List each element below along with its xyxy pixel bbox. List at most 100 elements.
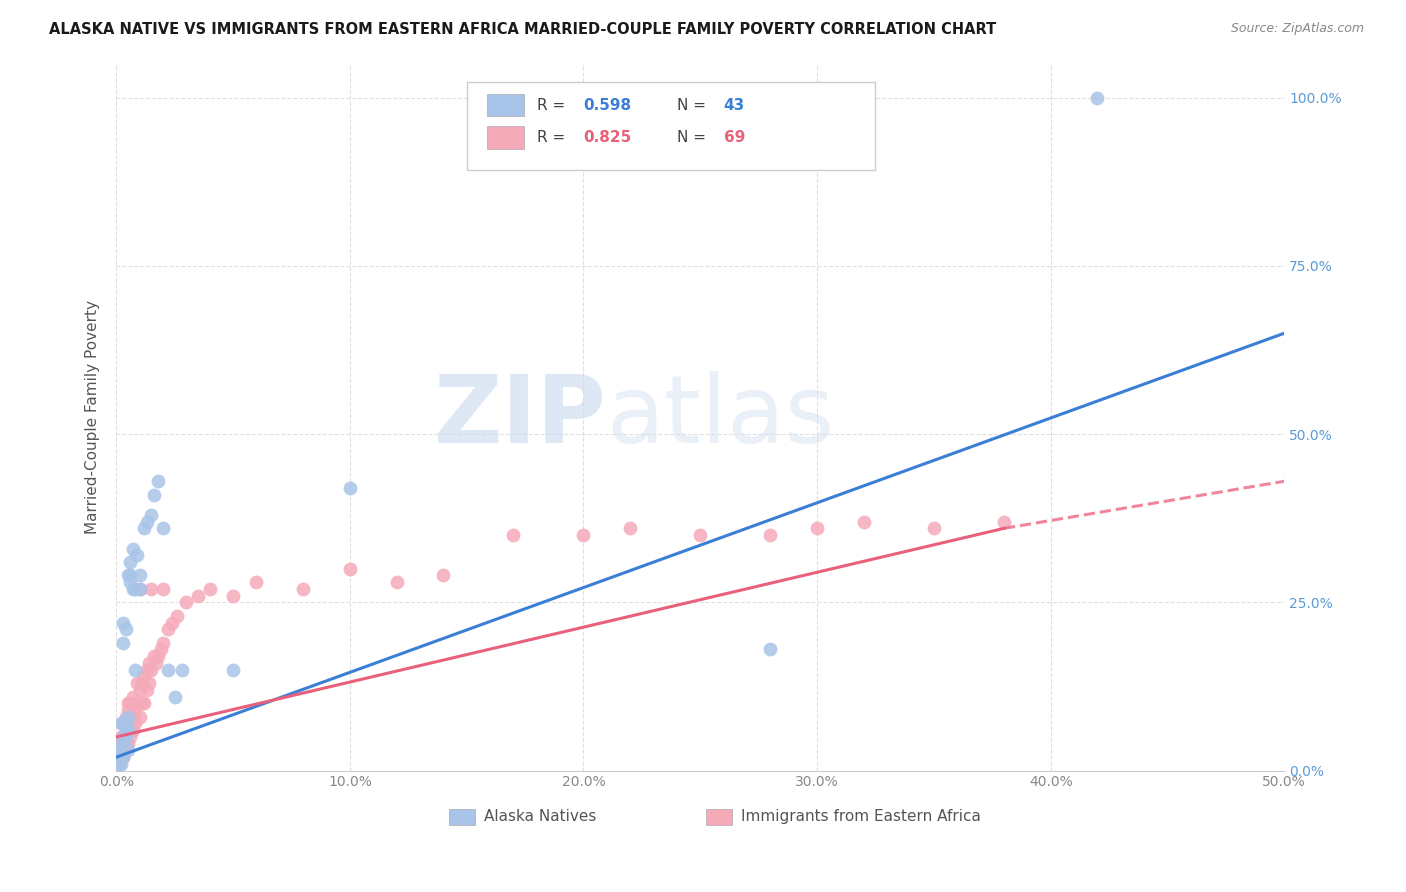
Point bbox=[156, 622, 179, 636]
Point bbox=[117, 743, 139, 757]
Point bbox=[134, 696, 156, 710]
Point bbox=[112, 716, 135, 731]
Point bbox=[166, 608, 188, 623]
FancyBboxPatch shape bbox=[467, 82, 876, 170]
Point bbox=[148, 475, 170, 489]
Text: 43: 43 bbox=[724, 97, 745, 112]
Point bbox=[121, 541, 143, 556]
Point bbox=[117, 568, 139, 582]
Text: R =: R = bbox=[537, 97, 569, 112]
Point bbox=[107, 743, 129, 757]
Point bbox=[117, 710, 139, 724]
Point bbox=[148, 649, 170, 664]
Point bbox=[114, 622, 136, 636]
Point bbox=[170, 663, 193, 677]
FancyBboxPatch shape bbox=[486, 127, 524, 149]
Text: N =: N = bbox=[676, 130, 711, 145]
Point bbox=[124, 663, 146, 677]
Point bbox=[110, 750, 132, 764]
Point bbox=[163, 690, 186, 704]
Point bbox=[187, 589, 209, 603]
Point bbox=[117, 737, 139, 751]
Point bbox=[128, 682, 150, 697]
Point bbox=[120, 730, 142, 744]
Point bbox=[114, 716, 136, 731]
Point bbox=[689, 528, 711, 542]
Point bbox=[152, 636, 174, 650]
Point bbox=[107, 756, 129, 771]
Point bbox=[432, 568, 454, 582]
Point bbox=[124, 703, 146, 717]
Point bbox=[112, 716, 135, 731]
Point bbox=[135, 515, 157, 529]
Point bbox=[127, 676, 149, 690]
Point bbox=[114, 730, 136, 744]
Point bbox=[806, 521, 828, 535]
Point bbox=[339, 562, 361, 576]
Point bbox=[110, 737, 132, 751]
Text: 0.825: 0.825 bbox=[583, 130, 631, 145]
FancyBboxPatch shape bbox=[706, 809, 733, 825]
Text: 69: 69 bbox=[724, 130, 745, 145]
Point bbox=[127, 696, 149, 710]
Point bbox=[142, 488, 165, 502]
Point bbox=[114, 737, 136, 751]
Point bbox=[162, 615, 184, 630]
Text: R =: R = bbox=[537, 130, 569, 145]
Point bbox=[114, 723, 136, 738]
Point bbox=[114, 723, 136, 738]
Point bbox=[127, 548, 149, 562]
Point bbox=[110, 756, 132, 771]
Text: N =: N = bbox=[676, 97, 711, 112]
Point bbox=[128, 568, 150, 582]
Point bbox=[619, 521, 641, 535]
Point bbox=[112, 636, 135, 650]
Point bbox=[198, 582, 221, 596]
Point bbox=[128, 582, 150, 596]
Text: 0.598: 0.598 bbox=[583, 97, 631, 112]
Point bbox=[124, 716, 146, 731]
Point bbox=[120, 710, 142, 724]
Point bbox=[134, 521, 156, 535]
Point bbox=[110, 743, 132, 757]
Point bbox=[128, 710, 150, 724]
Point bbox=[141, 508, 163, 522]
Point bbox=[572, 528, 595, 542]
Point bbox=[1087, 91, 1109, 105]
Point bbox=[117, 703, 139, 717]
Text: atlas: atlas bbox=[607, 371, 835, 463]
Text: Alaska Natives: Alaska Natives bbox=[484, 809, 596, 824]
Point bbox=[117, 723, 139, 738]
Point bbox=[222, 663, 245, 677]
Y-axis label: Married-Couple Family Poverty: Married-Couple Family Poverty bbox=[86, 301, 100, 534]
Point bbox=[107, 756, 129, 771]
Point bbox=[245, 575, 267, 590]
Point bbox=[112, 750, 135, 764]
Point bbox=[112, 743, 135, 757]
Point bbox=[141, 582, 163, 596]
Point bbox=[993, 515, 1015, 529]
Point bbox=[135, 682, 157, 697]
Point bbox=[222, 589, 245, 603]
Point bbox=[176, 595, 198, 609]
FancyBboxPatch shape bbox=[486, 94, 524, 116]
Point bbox=[131, 696, 153, 710]
Point bbox=[141, 663, 163, 677]
Point bbox=[120, 696, 142, 710]
Point bbox=[152, 521, 174, 535]
Point bbox=[145, 656, 167, 670]
Point bbox=[135, 663, 157, 677]
Point bbox=[114, 716, 136, 731]
Point bbox=[134, 669, 156, 683]
Point bbox=[759, 528, 782, 542]
Point bbox=[110, 716, 132, 731]
Text: Source: ZipAtlas.com: Source: ZipAtlas.com bbox=[1230, 22, 1364, 36]
Point bbox=[149, 642, 172, 657]
Point bbox=[152, 582, 174, 596]
Point bbox=[107, 750, 129, 764]
Point bbox=[852, 515, 875, 529]
Point bbox=[112, 750, 135, 764]
Point bbox=[138, 676, 160, 690]
Text: Immigrants from Eastern Africa: Immigrants from Eastern Africa bbox=[741, 809, 981, 824]
Text: ZIP: ZIP bbox=[434, 371, 607, 463]
